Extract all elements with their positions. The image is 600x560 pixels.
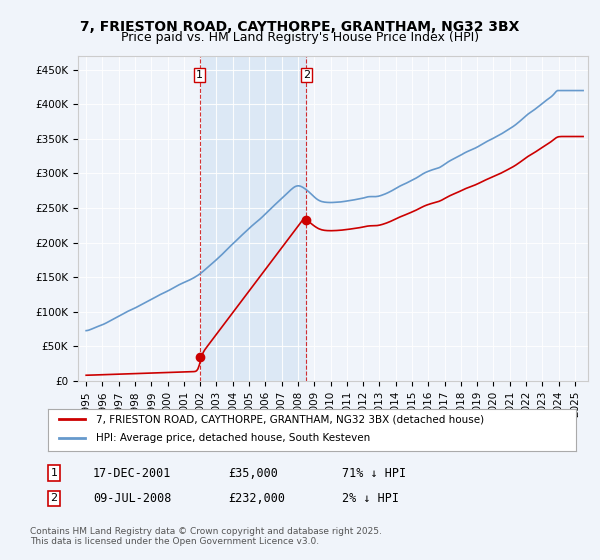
Text: 2: 2: [50, 493, 58, 503]
Text: 1: 1: [196, 70, 203, 80]
Text: Price paid vs. HM Land Registry's House Price Index (HPI): Price paid vs. HM Land Registry's House …: [121, 31, 479, 44]
Text: 17-DEC-2001: 17-DEC-2001: [93, 466, 172, 480]
Text: 7, FRIESTON ROAD, CAYTHORPE, GRANTHAM, NG32 3BX: 7, FRIESTON ROAD, CAYTHORPE, GRANTHAM, N…: [80, 20, 520, 34]
Text: 71% ↓ HPI: 71% ↓ HPI: [342, 466, 406, 480]
Text: HPI: Average price, detached house, South Kesteven: HPI: Average price, detached house, Sout…: [95, 433, 370, 443]
Text: 2% ↓ HPI: 2% ↓ HPI: [342, 492, 399, 505]
Text: 7, FRIESTON ROAD, CAYTHORPE, GRANTHAM, NG32 3BX (detached house): 7, FRIESTON ROAD, CAYTHORPE, GRANTHAM, N…: [95, 414, 484, 424]
Text: 2: 2: [303, 70, 310, 80]
Text: £35,000: £35,000: [228, 466, 278, 480]
Text: £232,000: £232,000: [228, 492, 285, 505]
Text: 09-JUL-2008: 09-JUL-2008: [93, 492, 172, 505]
Text: Contains HM Land Registry data © Crown copyright and database right 2025.
This d: Contains HM Land Registry data © Crown c…: [30, 526, 382, 546]
Bar: [200, 56, 307, 381]
Text: 1: 1: [50, 468, 58, 478]
